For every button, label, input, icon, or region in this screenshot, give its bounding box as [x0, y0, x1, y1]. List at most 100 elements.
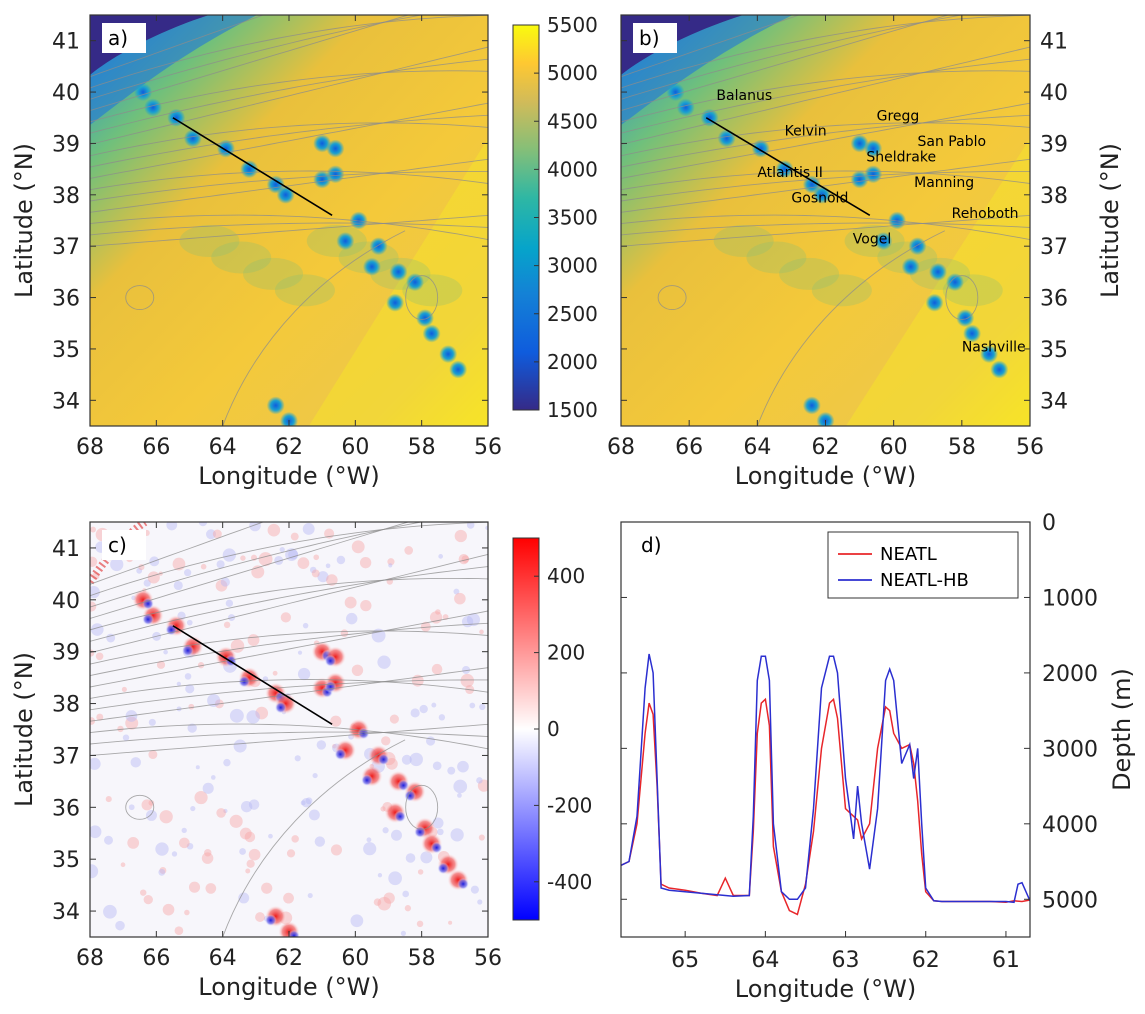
- noise-speckle: [351, 540, 365, 554]
- seamount-marker: [908, 237, 927, 256]
- anomaly-blue: [324, 680, 337, 693]
- contour-line: [621, 58, 1030, 134]
- anomaly-blue: [264, 914, 277, 927]
- slope-band: [621, 15, 793, 125]
- noise-speckle: [190, 806, 196, 812]
- x-tick-label: 64: [751, 948, 779, 973]
- noise-speckle: [216, 560, 225, 569]
- noise-speckle: [279, 546, 285, 553]
- y-tick-label: 39: [52, 132, 80, 157]
- noise-speckle: [239, 848, 246, 855]
- x-tick-label: 68: [76, 946, 104, 971]
- contour-line: [90, 610, 488, 688]
- noise-speckle: [409, 752, 423, 767]
- colorbar-label: 2000: [547, 350, 598, 374]
- plot-frame: [620, 521, 1031, 938]
- anomaly-blue: [430, 841, 443, 854]
- panel-b: 68 66 64 62 60 58 56 34 35 36 37 38 39 40 41 Longitude …: [607, 14, 1124, 490]
- noise-speckle: [184, 909, 190, 916]
- noise-speckle: [330, 844, 342, 856]
- contour-line: [621, 170, 1030, 191]
- seamount-marker: [775, 160, 794, 179]
- contour-line: [90, 122, 488, 157]
- noise-speckle: [346, 612, 358, 625]
- noise-speckle: [388, 563, 393, 568]
- x-tick-label: 68: [607, 435, 635, 460]
- noise-speckle: [435, 609, 441, 615]
- x-tick-label: 64: [209, 946, 237, 971]
- seamount-name: Rehoboth: [952, 206, 1019, 222]
- seamount-name: Manning: [914, 175, 974, 191]
- x-tick-label: 60: [341, 946, 369, 971]
- seamount-marker: [850, 170, 869, 189]
- seamount-name: Vogel: [853, 232, 891, 248]
- noise-speckle: [340, 629, 349, 637]
- noise-speckle: [470, 885, 479, 894]
- x-axis-label: Longitude (°W): [735, 462, 916, 490]
- contour-line: [90, 522, 265, 585]
- anomaly-blue: [334, 748, 347, 761]
- y-tick-label: 39: [52, 641, 80, 666]
- noise-speckle: [148, 718, 156, 726]
- y-axis-label: Latitude (°N): [10, 652, 38, 807]
- noise-speckle: [206, 529, 217, 540]
- noise-speckle: [223, 758, 231, 767]
- y-axis-label: Latitude (°N): [1096, 143, 1124, 298]
- noise-speckle: [240, 555, 246, 561]
- noise-speckle: [171, 851, 178, 857]
- noise-speckle: [316, 740, 327, 750]
- noise-speckle: [363, 842, 377, 856]
- noise-speckle: [186, 842, 194, 850]
- noise-speckle: [351, 664, 364, 676]
- noise-speckle: [477, 899, 483, 905]
- noise-speckle: [344, 596, 357, 609]
- seamount-name: Kelvin: [785, 124, 827, 140]
- anomaly-blue: [394, 810, 407, 823]
- seamount-marker: [928, 262, 947, 281]
- y-tick-label: 34: [52, 389, 80, 414]
- y-tick-label: 40: [52, 589, 80, 614]
- seamount-marker: [901, 257, 920, 276]
- seamount-marker: [816, 411, 835, 426]
- noise-speckle: [90, 623, 104, 636]
- seamount-marker: [666, 83, 685, 102]
- panel-label: b): [639, 26, 660, 50]
- contour-line: [90, 622, 488, 677]
- anomaly-blue: [288, 929, 300, 937]
- noise-speckle: [262, 676, 269, 682]
- x-tick-label: 61: [992, 948, 1020, 973]
- noise-speckle: [212, 529, 222, 539]
- depth-patch: [179, 225, 240, 258]
- contour-line: [621, 122, 1030, 157]
- colorbar-label: -200: [547, 793, 592, 817]
- depth-patch: [274, 274, 335, 307]
- y-tick-label: 40: [52, 81, 80, 106]
- noise-speckle: [420, 621, 431, 632]
- x-tick-label: 62: [812, 435, 840, 460]
- noise-speckle: [136, 567, 143, 574]
- colorbar-label: -400: [547, 870, 592, 894]
- noise-speckle: [438, 714, 446, 721]
- noise-speckle: [155, 842, 169, 856]
- noise-speckle: [381, 736, 391, 746]
- noise-speckle: [197, 662, 205, 669]
- x-tick-label: 65: [671, 948, 699, 973]
- seamount-marker: [449, 360, 468, 379]
- seamount-marker: [415, 309, 434, 328]
- noise-speckle: [163, 649, 168, 655]
- noise-speckle: [201, 852, 214, 864]
- noise-speckle: [128, 804, 135, 811]
- noise-speckle: [432, 761, 442, 771]
- seamount-marker: [144, 98, 163, 117]
- noise-speckle: [401, 754, 412, 765]
- noise-speckle: [267, 523, 281, 537]
- noise-speckle: [336, 555, 346, 565]
- noise-speckle: [312, 772, 318, 779]
- noise-speckle: [297, 667, 311, 681]
- noise-speckle: [261, 882, 273, 894]
- y-tick-label: 4000: [1042, 813, 1098, 838]
- noise-speckle: [391, 829, 402, 841]
- x-tick-label: 58: [408, 435, 436, 460]
- section-line: [172, 117, 333, 217]
- noise-speckle: [479, 703, 486, 711]
